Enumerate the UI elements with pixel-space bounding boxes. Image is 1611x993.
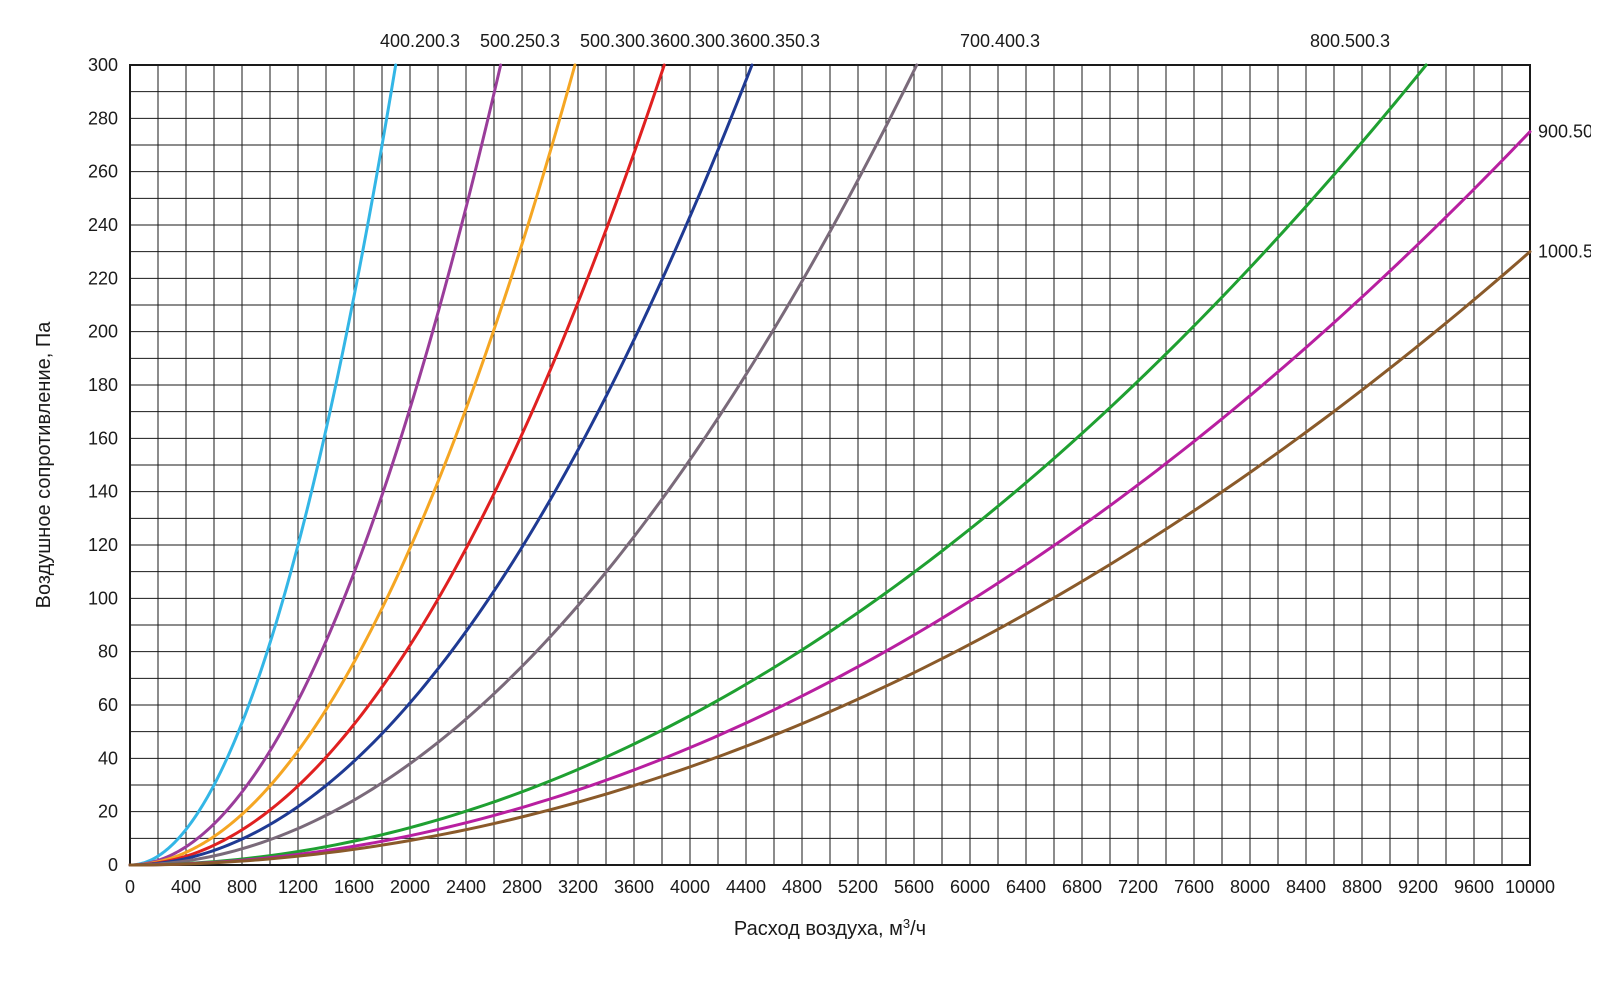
series-label-600.350.3: 600.350.3 [740,31,820,51]
x-tick-label: 7200 [1118,877,1158,897]
series-label-500.300.3: 500.300.3 [580,31,660,51]
x-tick-label: 8800 [1342,877,1382,897]
series-label-700.400.3: 700.400.3 [960,31,1040,51]
y-tick-label: 280 [88,108,118,128]
x-tick-label: 3600 [614,877,654,897]
x-tick-label: 8400 [1286,877,1326,897]
x-tick-label: 4000 [670,877,710,897]
x-tick-label: 5600 [894,877,934,897]
y-tick-label: 100 [88,588,118,608]
x-axis-label: Расход воздуха, м3/ч [734,916,926,941]
x-tick-label: 2000 [390,877,430,897]
air-resistance-chart: 0400800120016002000240028003200360040004… [20,20,1591,973]
series-label-400.200.3: 400.200.3 [380,31,460,51]
series-label-500.250.3: 500.250.3 [480,31,560,51]
x-tick-label: 9200 [1398,877,1438,897]
y-tick-label: 180 [88,375,118,395]
x-tick-label: 10000 [1505,877,1555,897]
x-tick-label: 9600 [1454,877,1494,897]
x-tick-label: 6400 [1006,877,1046,897]
series-label-1000.500.3: 1000.500.3 [1538,242,1591,262]
y-tick-label: 260 [88,162,118,182]
y-tick-label: 60 [98,695,118,715]
y-tick-label: 220 [88,268,118,288]
x-tick-label: 1200 [278,877,318,897]
x-tick-label: 6000 [950,877,990,897]
x-tick-label: 5200 [838,877,878,897]
series-label-600.300.3: 600.300.3 [660,31,740,51]
y-tick-label: 200 [88,322,118,342]
y-tick-label: 120 [88,535,118,555]
x-tick-label: 4800 [782,877,822,897]
x-tick-label: 6800 [1062,877,1102,897]
x-tick-label: 2800 [502,877,542,897]
x-tick-label: 2400 [446,877,486,897]
y-tick-label: 140 [88,482,118,502]
y-tick-label: 0 [108,855,118,875]
x-tick-label: 400 [171,877,201,897]
y-tick-label: 160 [88,428,118,448]
y-tick-label: 40 [98,748,118,768]
series-label-800.500.3: 800.500.3 [1310,31,1390,51]
x-tick-label: 0 [125,877,135,897]
x-tick-label: 3200 [558,877,598,897]
series-label-900.500.3: 900.500.3 [1538,122,1591,142]
y-tick-label: 20 [98,802,118,822]
y-tick-label: 300 [88,55,118,75]
x-tick-label: 1600 [334,877,374,897]
y-axis-label: Воздушное сопротивление, Па [33,321,55,609]
chart-svg: 0400800120016002000240028003200360040004… [20,20,1591,973]
y-tick-label: 80 [98,642,118,662]
x-tick-label: 800 [227,877,257,897]
x-tick-label: 7600 [1174,877,1214,897]
x-tick-label: 8000 [1230,877,1270,897]
y-tick-label: 240 [88,215,118,235]
x-tick-label: 4400 [726,877,766,897]
